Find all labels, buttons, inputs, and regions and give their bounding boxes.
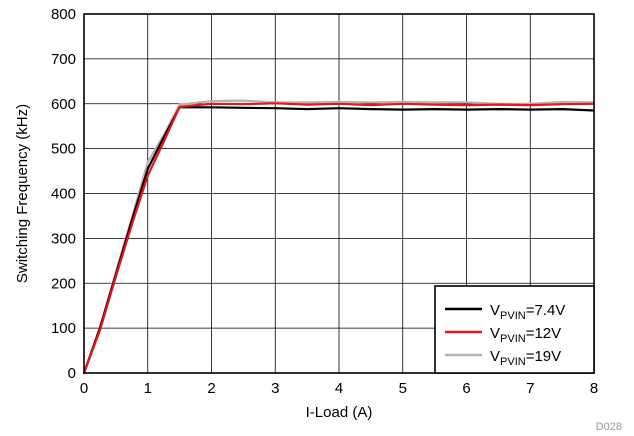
- y-tick-label: 500: [51, 141, 76, 158]
- legend: VPVIN=7.4V VPVIN=12V VPVIN=19V: [434, 285, 595, 374]
- y-axis-title: Switching Frequency (kHz): [14, 104, 31, 283]
- y-tick-label: 700: [51, 51, 76, 68]
- y-tick-label: 400: [51, 186, 76, 203]
- x-tick-label: 6: [462, 380, 470, 397]
- plot-frame: [83, 13, 595, 374]
- x-tick-label: 4: [335, 380, 343, 397]
- y-tick-label: 200: [51, 275, 76, 292]
- y-tick-label: 100: [51, 320, 76, 337]
- x-tick-label: 8: [590, 380, 598, 397]
- x-axis-title: I-Load (A): [306, 404, 373, 421]
- series-line-1: [82, 106, 596, 375]
- tick-labels: 0 1 2 3 4 5 6 7 8 0 100 200 300 400 500 600 700 800: [51, 6, 598, 397]
- legend-label: VPVIN=19V: [490, 348, 561, 368]
- legend-box: [434, 285, 595, 374]
- x-tick-label: 5: [399, 380, 407, 397]
- x-tick-label: 0: [80, 380, 88, 397]
- series-line-2: [82, 102, 596, 375]
- x-tick-label: 3: [271, 380, 279, 397]
- x-tick-label: 1: [144, 380, 152, 397]
- x-tick-label: 7: [526, 380, 534, 397]
- y-tick-label: 300: [51, 230, 76, 247]
- y-tick-label: 800: [51, 6, 76, 23]
- y-tick-label: 600: [51, 96, 76, 113]
- x-tick-label: 2: [207, 380, 215, 397]
- y-tick-label: 0: [68, 365, 76, 382]
- legend-label: VPVIN=7.4V: [490, 302, 565, 322]
- legend-label: VPVIN=12V: [490, 325, 561, 345]
- series-layer: [82, 99, 596, 375]
- figure-code: D028: [596, 421, 622, 433]
